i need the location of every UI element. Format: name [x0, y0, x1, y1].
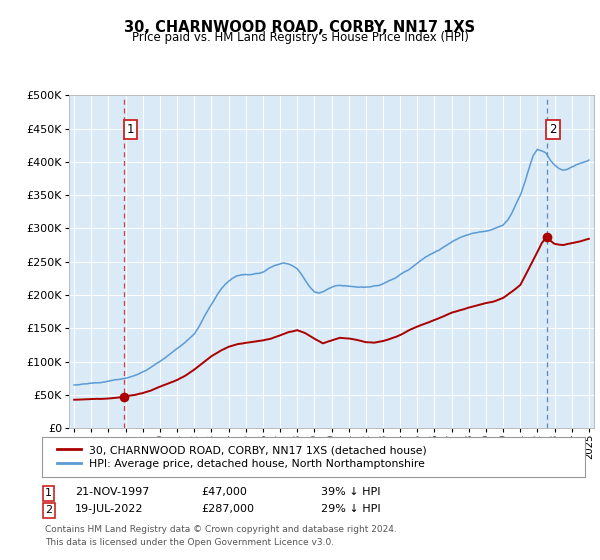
Text: 1: 1	[45, 488, 52, 498]
Text: 39% ↓ HPI: 39% ↓ HPI	[321, 487, 380, 497]
Text: 30, CHARNWOOD ROAD, CORBY, NN17 1XS: 30, CHARNWOOD ROAD, CORBY, NN17 1XS	[124, 20, 476, 35]
Text: 19-JUL-2022: 19-JUL-2022	[75, 504, 143, 514]
Text: £287,000: £287,000	[201, 504, 254, 514]
Text: 29% ↓ HPI: 29% ↓ HPI	[321, 504, 380, 514]
Text: Contains HM Land Registry data © Crown copyright and database right 2024.
This d: Contains HM Land Registry data © Crown c…	[45, 525, 397, 548]
Text: £47,000: £47,000	[201, 487, 247, 497]
Text: 2: 2	[45, 505, 52, 515]
Text: 21-NOV-1997: 21-NOV-1997	[75, 487, 149, 497]
Legend: 30, CHARNWOOD ROAD, CORBY, NN17 1XS (detached house), HPI: Average price, detach: 30, CHARNWOOD ROAD, CORBY, NN17 1XS (det…	[53, 441, 431, 473]
Text: Price paid vs. HM Land Registry's House Price Index (HPI): Price paid vs. HM Land Registry's House …	[131, 31, 469, 44]
Text: 1: 1	[127, 123, 134, 136]
Text: 2: 2	[549, 123, 557, 136]
